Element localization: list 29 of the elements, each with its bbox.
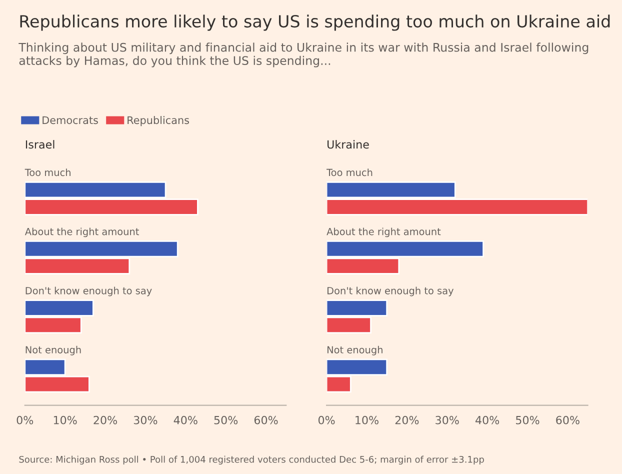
x-tick-label: 20% [94, 416, 117, 424]
x-tick-label: 30% [436, 416, 459, 424]
x-axis-title: Israel [26, 140, 54, 149]
y-tick-label: Not enough [26, 346, 81, 356]
y-tick-label: About the right amount [326, 228, 441, 238]
legend-label: Democrats [42, 116, 98, 124]
y-tick-label: Too much [326, 168, 372, 176]
x-tick-label: 0% [16, 416, 34, 424]
x-axis-title: Ukraine [328, 140, 369, 149]
x-tick-label: 60% [254, 416, 278, 424]
x-tick-label: 50% [214, 416, 238, 424]
x-tick-label: 10% [54, 416, 77, 424]
source-note: Source: Michigan Ross poll • Poll of 1,004 registered voters conducted Dec 5-6; margin of error ±3.1pp [19, 456, 484, 465]
x-tick-label: 40% [476, 416, 500, 424]
x-tick-label: 60% [556, 416, 580, 424]
y-tick-label: Don't know enough to say [26, 286, 152, 296]
x-tick-label: 20% [395, 416, 419, 424]
x-tick-label: 0% [318, 416, 335, 424]
x-tick-label: 30% [134, 416, 158, 424]
x-tick-label: 50% [516, 416, 540, 424]
x-tick-label: 40% [174, 416, 198, 424]
legend-label: Republicans [128, 116, 190, 126]
y-tick-label: Not enough [328, 346, 382, 356]
x-tick-label: 10% [356, 416, 378, 424]
y-tick-label: About the right amount [24, 228, 139, 238]
chart-subtitle: Thinking about US military and financial aid to Ukraine in its war with Russia and Israel following attacks by Hamas, do you think the US is spending... [18, 42, 588, 68]
y-tick-label: Too much [24, 168, 70, 176]
y-tick-label: Don't know enough to say [328, 286, 454, 296]
chart-title: Republicans more likely to say US is spending too much on Ukraine aid [20, 14, 610, 31]
